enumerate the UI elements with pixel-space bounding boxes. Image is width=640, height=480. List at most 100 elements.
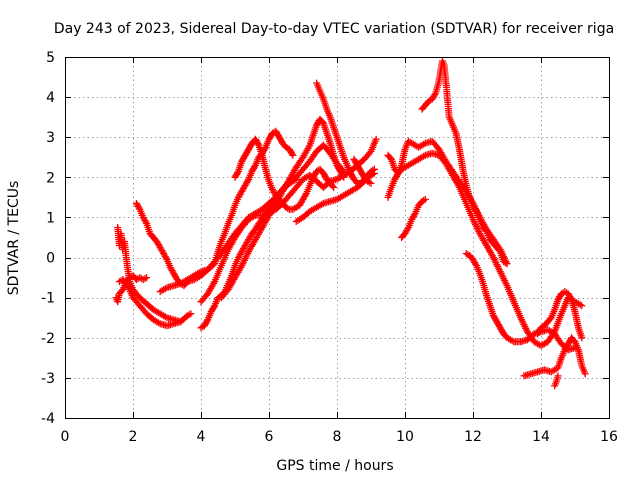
series-track-12 bbox=[350, 155, 375, 187]
data-point bbox=[320, 171, 328, 179]
data-point bbox=[171, 271, 179, 279]
data-point bbox=[234, 169, 241, 177]
data-point bbox=[143, 274, 151, 282]
data-point bbox=[142, 218, 150, 226]
data-point bbox=[354, 163, 362, 171]
x-axis-title: GPS time / hours bbox=[276, 458, 393, 474]
data-point bbox=[337, 169, 345, 177]
y-tick-label: 1 bbox=[46, 210, 55, 226]
data-point bbox=[300, 194, 308, 202]
data-point bbox=[339, 172, 347, 180]
data-point bbox=[252, 137, 260, 145]
data-point bbox=[329, 182, 336, 190]
series-track-5 bbox=[156, 127, 297, 296]
y-tick-label: 2 bbox=[46, 170, 55, 186]
series-track-17 bbox=[462, 250, 579, 354]
data-point bbox=[370, 169, 378, 177]
gridlines bbox=[65, 57, 609, 418]
data-point bbox=[330, 183, 338, 191]
series-track-13 bbox=[384, 149, 586, 350]
y-tick-label: -2 bbox=[41, 331, 55, 347]
data-point bbox=[162, 254, 170, 262]
data-point bbox=[292, 175, 300, 183]
data-point bbox=[297, 200, 304, 208]
data-point bbox=[470, 203, 478, 211]
data-point bbox=[490, 313, 498, 321]
series-track-16 bbox=[398, 195, 429, 241]
data-point bbox=[372, 135, 380, 143]
data-point bbox=[201, 320, 209, 328]
x-tick-label: 14 bbox=[532, 429, 550, 445]
data-point bbox=[252, 224, 260, 232]
y-tick-label: 4 bbox=[46, 90, 55, 106]
data-point bbox=[402, 228, 410, 236]
data-point bbox=[141, 275, 149, 283]
data-point bbox=[286, 147, 294, 155]
data-point bbox=[351, 157, 359, 165]
y-tick-label: 3 bbox=[46, 130, 55, 146]
y-tick-label: 5 bbox=[46, 50, 55, 66]
data-point bbox=[334, 163, 342, 171]
data-point bbox=[289, 151, 297, 159]
data-point bbox=[503, 260, 511, 268]
data-point bbox=[239, 246, 247, 254]
x-tick-label: 4 bbox=[197, 429, 206, 445]
data-point bbox=[239, 156, 247, 164]
data-point bbox=[421, 195, 429, 203]
data-point bbox=[125, 284, 133, 292]
data-point bbox=[249, 166, 257, 174]
data-point bbox=[159, 248, 167, 256]
series-track-8 bbox=[217, 115, 348, 302]
data-point bbox=[348, 171, 355, 179]
x-tick-label: 0 bbox=[61, 429, 70, 445]
data-point bbox=[340, 173, 348, 181]
data-point bbox=[431, 91, 439, 99]
data-point bbox=[266, 134, 274, 142]
x-tick-label: 16 bbox=[600, 429, 618, 445]
data-point bbox=[177, 318, 185, 326]
y-tick-label: -1 bbox=[41, 291, 55, 307]
tick-marks bbox=[65, 57, 610, 419]
x-tick-label: 6 bbox=[265, 429, 274, 445]
y-axis-title: SDTVAR / TECUs bbox=[6, 181, 22, 296]
data-point bbox=[154, 239, 162, 247]
series-track-20 bbox=[551, 372, 562, 390]
data-point bbox=[288, 150, 296, 158]
data-points bbox=[112, 57, 589, 390]
y-tick-label: -4 bbox=[41, 411, 55, 427]
series-track-14 bbox=[384, 137, 511, 268]
data-point bbox=[578, 302, 586, 310]
x-tick-labels: 0 2 4 6 8 10 12 14 16 bbox=[61, 429, 618, 445]
data-point bbox=[235, 192, 243, 200]
data-point bbox=[578, 334, 586, 342]
y-tick-label: -3 bbox=[41, 371, 55, 387]
series-track-1 bbox=[114, 224, 195, 326]
x-tick-label: 8 bbox=[333, 429, 342, 445]
data-point bbox=[235, 252, 243, 260]
series-track-18 bbox=[520, 334, 589, 380]
data-point bbox=[314, 120, 321, 128]
chart-title: Day 243 of 2023, Sidereal Day-to-day VTE… bbox=[54, 21, 614, 37]
y-tick-labels: -4 -3 -2 -1 0 1 2 3 4 5 bbox=[41, 50, 55, 427]
y-tick-label: 0 bbox=[46, 251, 55, 267]
series-track-19 bbox=[534, 288, 586, 342]
data-point bbox=[470, 257, 478, 265]
data-point bbox=[366, 149, 374, 157]
data-point bbox=[367, 179, 375, 187]
x-tick-label: 10 bbox=[396, 429, 414, 445]
x-tick-label: 12 bbox=[464, 429, 482, 445]
series-track-9 bbox=[231, 135, 338, 213]
data-point bbox=[535, 328, 542, 336]
data-point bbox=[555, 294, 563, 302]
data-point bbox=[581, 370, 589, 378]
series-track-3 bbox=[115, 276, 185, 330]
data-point bbox=[269, 187, 277, 195]
data-point bbox=[254, 140, 262, 148]
data-point bbox=[567, 294, 575, 302]
series-track-15 bbox=[418, 57, 511, 268]
data-point bbox=[239, 186, 247, 194]
data-point bbox=[187, 310, 195, 318]
x-tick-label: 2 bbox=[129, 429, 138, 445]
data-point bbox=[554, 372, 562, 380]
